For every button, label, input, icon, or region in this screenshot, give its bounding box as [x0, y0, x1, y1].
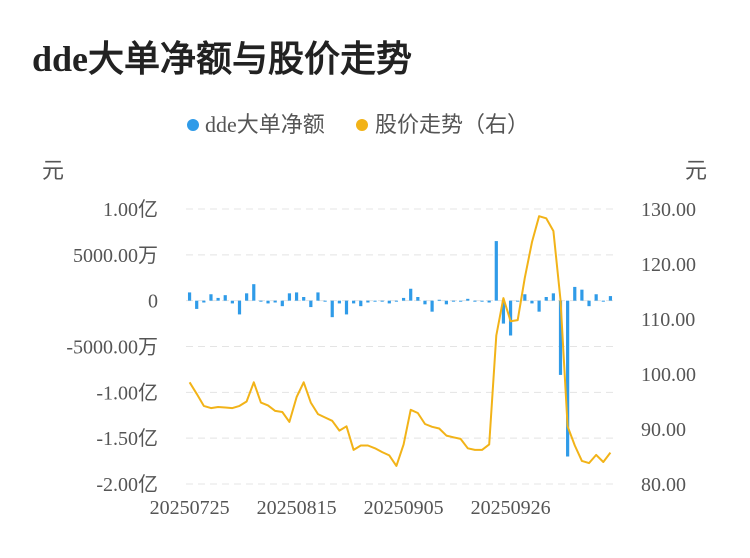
- left-axis-ticks: 1.00亿 5000.00万 0 -5000.00万 -1.00亿 -1.50亿 -2.00…: [66, 198, 158, 496]
- dde-bar[interactable]: [401, 297, 406, 301]
- dde-bar[interactable]: [451, 300, 456, 302]
- left-tick-label: -5000.00万: [66, 337, 158, 359]
- dde-bar[interactable]: [366, 300, 370, 303]
- dde-bar[interactable]: [409, 288, 413, 301]
- dde-bar[interactable]: [523, 294, 527, 301]
- dde-bar[interactable]: [580, 289, 584, 301]
- x-tick-label: 20250815: [257, 497, 337, 519]
- dde-bar[interactable]: [323, 300, 327, 302]
- dde-bar[interactable]: [430, 300, 434, 312]
- dde-bar[interactable]: [423, 300, 427, 305]
- gridlines: [186, 208, 614, 485]
- x-axis-ticks: 20250725 20250815 20250905 20250926: [150, 497, 551, 519]
- dde-bar[interactable]: [608, 296, 613, 301]
- left-tick-label: 5000.00万: [73, 245, 158, 267]
- dde-bar[interactable]: [202, 300, 206, 303]
- dde-bar[interactable]: [273, 300, 277, 303]
- dde-bar[interactable]: [394, 300, 399, 302]
- dde-bar[interactable]: [294, 292, 299, 301]
- dde-bar[interactable]: [359, 300, 363, 307]
- dde-bar[interactable]: [387, 300, 391, 304]
- dde-bar[interactable]: [437, 299, 441, 301]
- dde-bar[interactable]: [209, 294, 213, 301]
- dde-bar[interactable]: [573, 286, 577, 301]
- dde-bar[interactable]: [252, 284, 256, 301]
- dde-bar[interactable]: [216, 297, 220, 301]
- price-line[interactable]: [188, 215, 612, 467]
- dde-bar[interactable]: [601, 300, 605, 302]
- left-tick-label: 0: [148, 291, 158, 313]
- dde-bar[interactable]: [373, 300, 377, 302]
- right-tick-label: 90.00: [641, 419, 686, 441]
- dde-bar[interactable]: [230, 300, 234, 304]
- left-tick-label: -2.00亿: [96, 473, 158, 496]
- dde-bar[interactable]: [330, 300, 334, 318]
- dde-bar[interactable]: [473, 300, 477, 302]
- left-tick-label: -1.50亿: [96, 427, 158, 450]
- dde-bar[interactable]: [530, 300, 534, 304]
- dde-bar[interactable]: [537, 300, 541, 312]
- x-tick-label: 20250725: [150, 497, 230, 519]
- dde-bar[interactable]: [587, 300, 591, 307]
- dde-bar[interactable]: [516, 300, 520, 302]
- legend-marker-dde[interactable]: [187, 119, 199, 131]
- left-axis-unit: 元: [42, 158, 64, 183]
- dde-bar[interactable]: [187, 292, 192, 301]
- dde-bar[interactable]: [195, 300, 199, 309]
- right-tick-label: 80.00: [641, 474, 686, 496]
- dde-bar[interactable]: [544, 297, 548, 301]
- dde-bar[interactable]: [352, 300, 356, 304]
- dde-bars: [187, 241, 613, 457]
- right-axis-unit: 元: [685, 158, 707, 183]
- dde-bar[interactable]: [480, 300, 484, 302]
- dde-bar[interactable]: [459, 300, 463, 302]
- dde-bar[interactable]: [558, 300, 563, 375]
- right-tick-label: 110.00: [641, 309, 695, 331]
- left-tick-label: 1.00亿: [103, 198, 158, 221]
- price-line-group: [188, 215, 612, 467]
- dde-bar[interactable]: [416, 297, 420, 301]
- dde-bar[interactable]: [302, 297, 306, 301]
- dde-bar[interactable]: [501, 300, 506, 324]
- dde-bar[interactable]: [487, 300, 491, 303]
- left-tick-label: -1.00亿: [96, 381, 158, 404]
- dde-bar[interactable]: [551, 293, 555, 301]
- dde-bar[interactable]: [566, 300, 570, 457]
- legend-marker-price[interactable]: [356, 119, 368, 131]
- dde-bar[interactable]: [444, 300, 448, 305]
- dde-bar[interactable]: [245, 293, 249, 301]
- dde-bar[interactable]: [259, 300, 263, 302]
- dde-bar[interactable]: [280, 300, 284, 307]
- x-tick-label: 20250905: [364, 497, 444, 519]
- dde-bar[interactable]: [309, 300, 313, 308]
- dde-bar[interactable]: [594, 294, 598, 301]
- dde-bar[interactable]: [466, 298, 470, 301]
- right-tick-label: 130.00: [641, 199, 696, 221]
- legend-label-dde[interactable]: dde大单净额: [205, 112, 325, 137]
- dde-bar[interactable]: [266, 300, 270, 304]
- right-tick-label: 120.00: [641, 254, 696, 276]
- dde-bar[interactable]: [494, 241, 498, 301]
- legend: dde大单净额 股价走势（右）: [187, 112, 529, 137]
- right-tick-label: 100.00: [641, 364, 696, 386]
- legend-label-price[interactable]: 股价走势（右）: [375, 112, 529, 137]
- right-axis-ticks: 130.00 120.00 110.00 100.00 90.00 80.00: [641, 199, 696, 496]
- dde-bar[interactable]: [316, 292, 320, 301]
- chart-title: dde大单净额与股价走势: [32, 39, 413, 79]
- dde-bar[interactable]: [287, 293, 292, 301]
- dde-bar[interactable]: [380, 300, 384, 302]
- dde-bar[interactable]: [337, 300, 341, 304]
- x-tick-label: 20250926: [471, 497, 551, 519]
- dde-bar[interactable]: [344, 300, 349, 315]
- dde-bar[interactable]: [237, 300, 242, 315]
- dde-bar[interactable]: [223, 295, 227, 301]
